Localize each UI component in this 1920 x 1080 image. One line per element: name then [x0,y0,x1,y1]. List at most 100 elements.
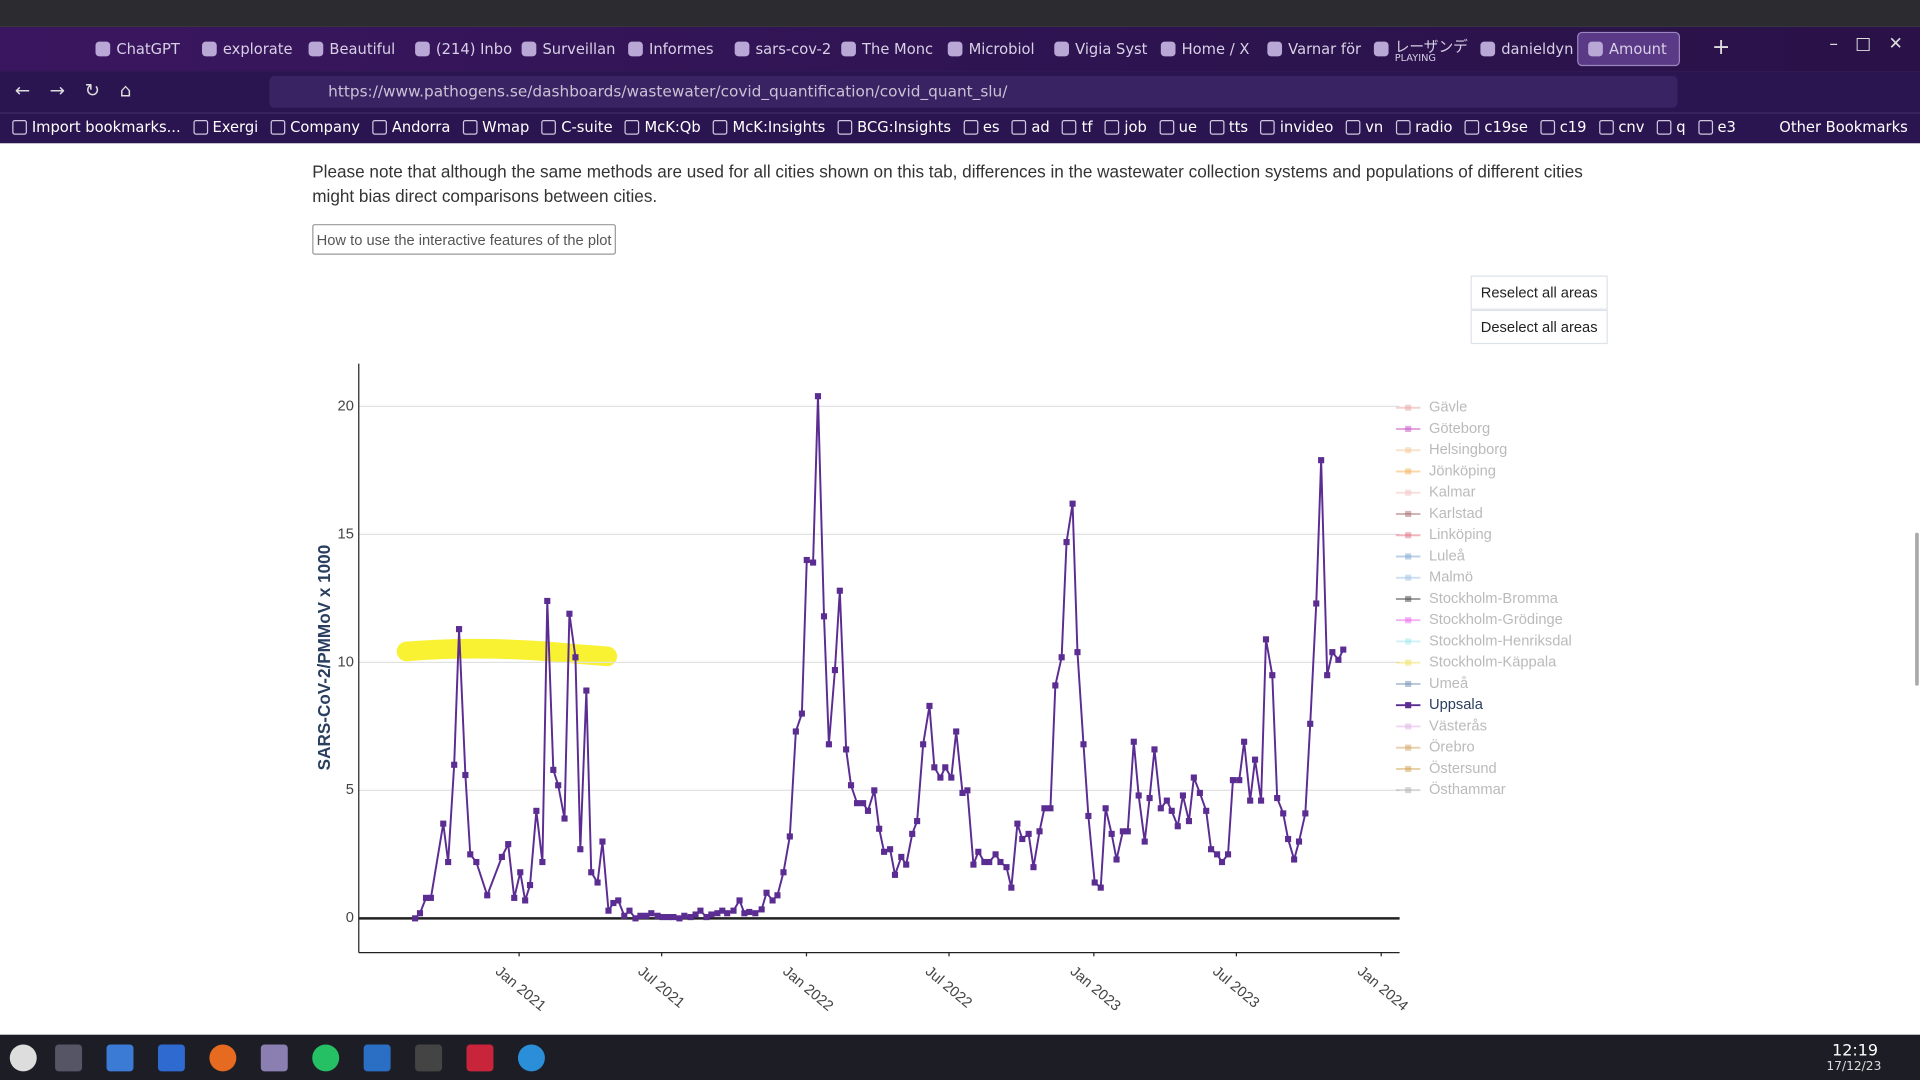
app-icon[interactable] [363,1044,391,1072]
data-point[interactable] [724,910,731,917]
data-point[interactable] [599,838,606,845]
app-icon[interactable] [466,1044,494,1072]
app-icon[interactable] [55,1044,83,1072]
bookmark-label[interactable]: q [1676,118,1686,136]
data-point[interactable] [1258,797,1265,804]
new-tab-button[interactable]: + [1711,34,1731,61]
bookmark[interactable]: McK:Qb [624,118,701,136]
data-point[interactable] [752,910,759,917]
tab[interactable]: (214) Inbo [405,32,512,66]
tab[interactable]: Amount [1577,31,1681,67]
tab[interactable]: Surveillan [512,32,619,66]
data-point[interactable] [1014,820,1021,827]
bookmark-label[interactable]: tf [1081,118,1093,136]
data-point[interactable] [462,771,469,779]
tab[interactable]: Beautiful [299,32,406,66]
data-point[interactable] [1102,805,1109,812]
bookmark[interactable]: Import bookmarks... [12,118,181,136]
data-point[interactable] [526,882,534,889]
data-point[interactable] [1285,835,1292,843]
tab-title[interactable]: Beautiful [329,40,396,58]
data-point[interactable] [1063,539,1070,546]
data-point[interactable] [626,907,633,914]
data-point[interactable] [1302,810,1309,817]
legend-label[interactable]: Karlstad [1429,506,1483,522]
data-point[interactable] [992,851,999,858]
bookmark-label[interactable]: invideo [1279,118,1334,136]
data-point[interactable] [1097,884,1104,891]
bookmark-label[interactable]: McK:Qb [644,118,701,136]
data-point[interactable] [903,861,910,868]
bookmark-label[interactable]: Andorra [391,118,451,136]
data-point[interactable] [1190,774,1197,781]
app-icon[interactable] [312,1044,340,1072]
data-point[interactable] [1036,828,1043,835]
bookmark[interactable]: e3 [1697,119,1736,136]
bookmark-label[interactable]: es [982,118,1000,136]
bookmark[interactable]: McK:Insights [712,118,826,136]
data-point[interactable] [843,746,850,753]
data-point[interactable] [763,889,770,896]
data-point[interactable] [605,907,612,914]
bookmark[interactable]: tf [1062,119,1093,136]
data-point[interactable] [741,910,748,917]
data-point[interactable] [909,830,916,837]
legend-label[interactable]: Luleå [1429,548,1466,564]
data-point[interactable] [517,869,524,876]
bookmark-label[interactable]: McK:Insights [732,118,826,136]
legend-label[interactable]: Örebro [1429,738,1475,756]
url-box[interactable] [269,75,1678,108]
data-point[interactable] [1251,756,1259,763]
tab-title[interactable]: The Monc [862,40,934,58]
data-point[interactable] [1174,823,1181,830]
bookmark-label[interactable]: Exergi [212,118,259,136]
data-point[interactable] [594,879,601,886]
bookmark[interactable]: invideo [1260,119,1333,136]
data-point[interactable] [1236,777,1243,784]
bookmark-label[interactable]: radio [1415,118,1453,136]
data-point[interactable] [445,858,452,866]
data-point[interactable] [981,858,988,866]
data-point[interactable] [948,774,955,781]
data-point[interactable] [881,848,888,855]
data-point[interactable] [632,915,639,922]
tab-title[interactable]: Vigia Syst [1075,40,1148,58]
legend-label[interactable]: Helsingborg [1429,442,1507,458]
tab-title[interactable]: Amount [1608,40,1667,58]
data-point[interactable] [1208,846,1215,853]
bookmark[interactable]: C-suite [541,119,613,136]
app-icon[interactable] [209,1044,237,1072]
tab[interactable]: ChatGPT [86,32,193,66]
data-point[interactable] [798,710,805,717]
bookmark-label[interactable]: Import bookmarks... [31,118,181,136]
data-point[interactable] [1047,805,1054,812]
data-point[interactable] [654,912,661,919]
bookmark-label[interactable]: c19 [1559,118,1587,136]
data-point[interactable] [505,841,512,848]
data-point[interactable] [687,914,694,921]
data-point[interactable] [1335,656,1342,663]
data-point[interactable] [1318,457,1325,464]
data-point[interactable] [427,894,434,901]
data-point[interactable] [847,782,855,789]
data-point[interactable] [1203,807,1210,814]
data-point[interactable] [780,869,787,876]
data-point[interactable] [1003,864,1010,871]
data-point[interactable] [1214,851,1221,858]
data-point[interactable] [692,911,699,918]
data-point[interactable] [643,912,650,919]
data-point[interactable] [1080,741,1087,748]
bookmark[interactable]: BCG:Insights [837,119,951,136]
data-point[interactable] [1091,879,1098,886]
bookmark[interactable]: radio [1395,118,1453,136]
data-point[interactable] [953,728,960,735]
data-point[interactable] [1074,649,1081,656]
tab[interactable]: Home / X [1151,32,1258,66]
app-icon[interactable] [157,1044,185,1072]
data-point[interactable] [498,853,505,860]
reselect-button[interactable]: Reselect all areas [1470,275,1608,310]
app-icon[interactable] [415,1044,443,1072]
data-point[interactable] [697,907,704,914]
data-point[interactable] [440,820,447,827]
data-point[interactable] [774,892,781,899]
